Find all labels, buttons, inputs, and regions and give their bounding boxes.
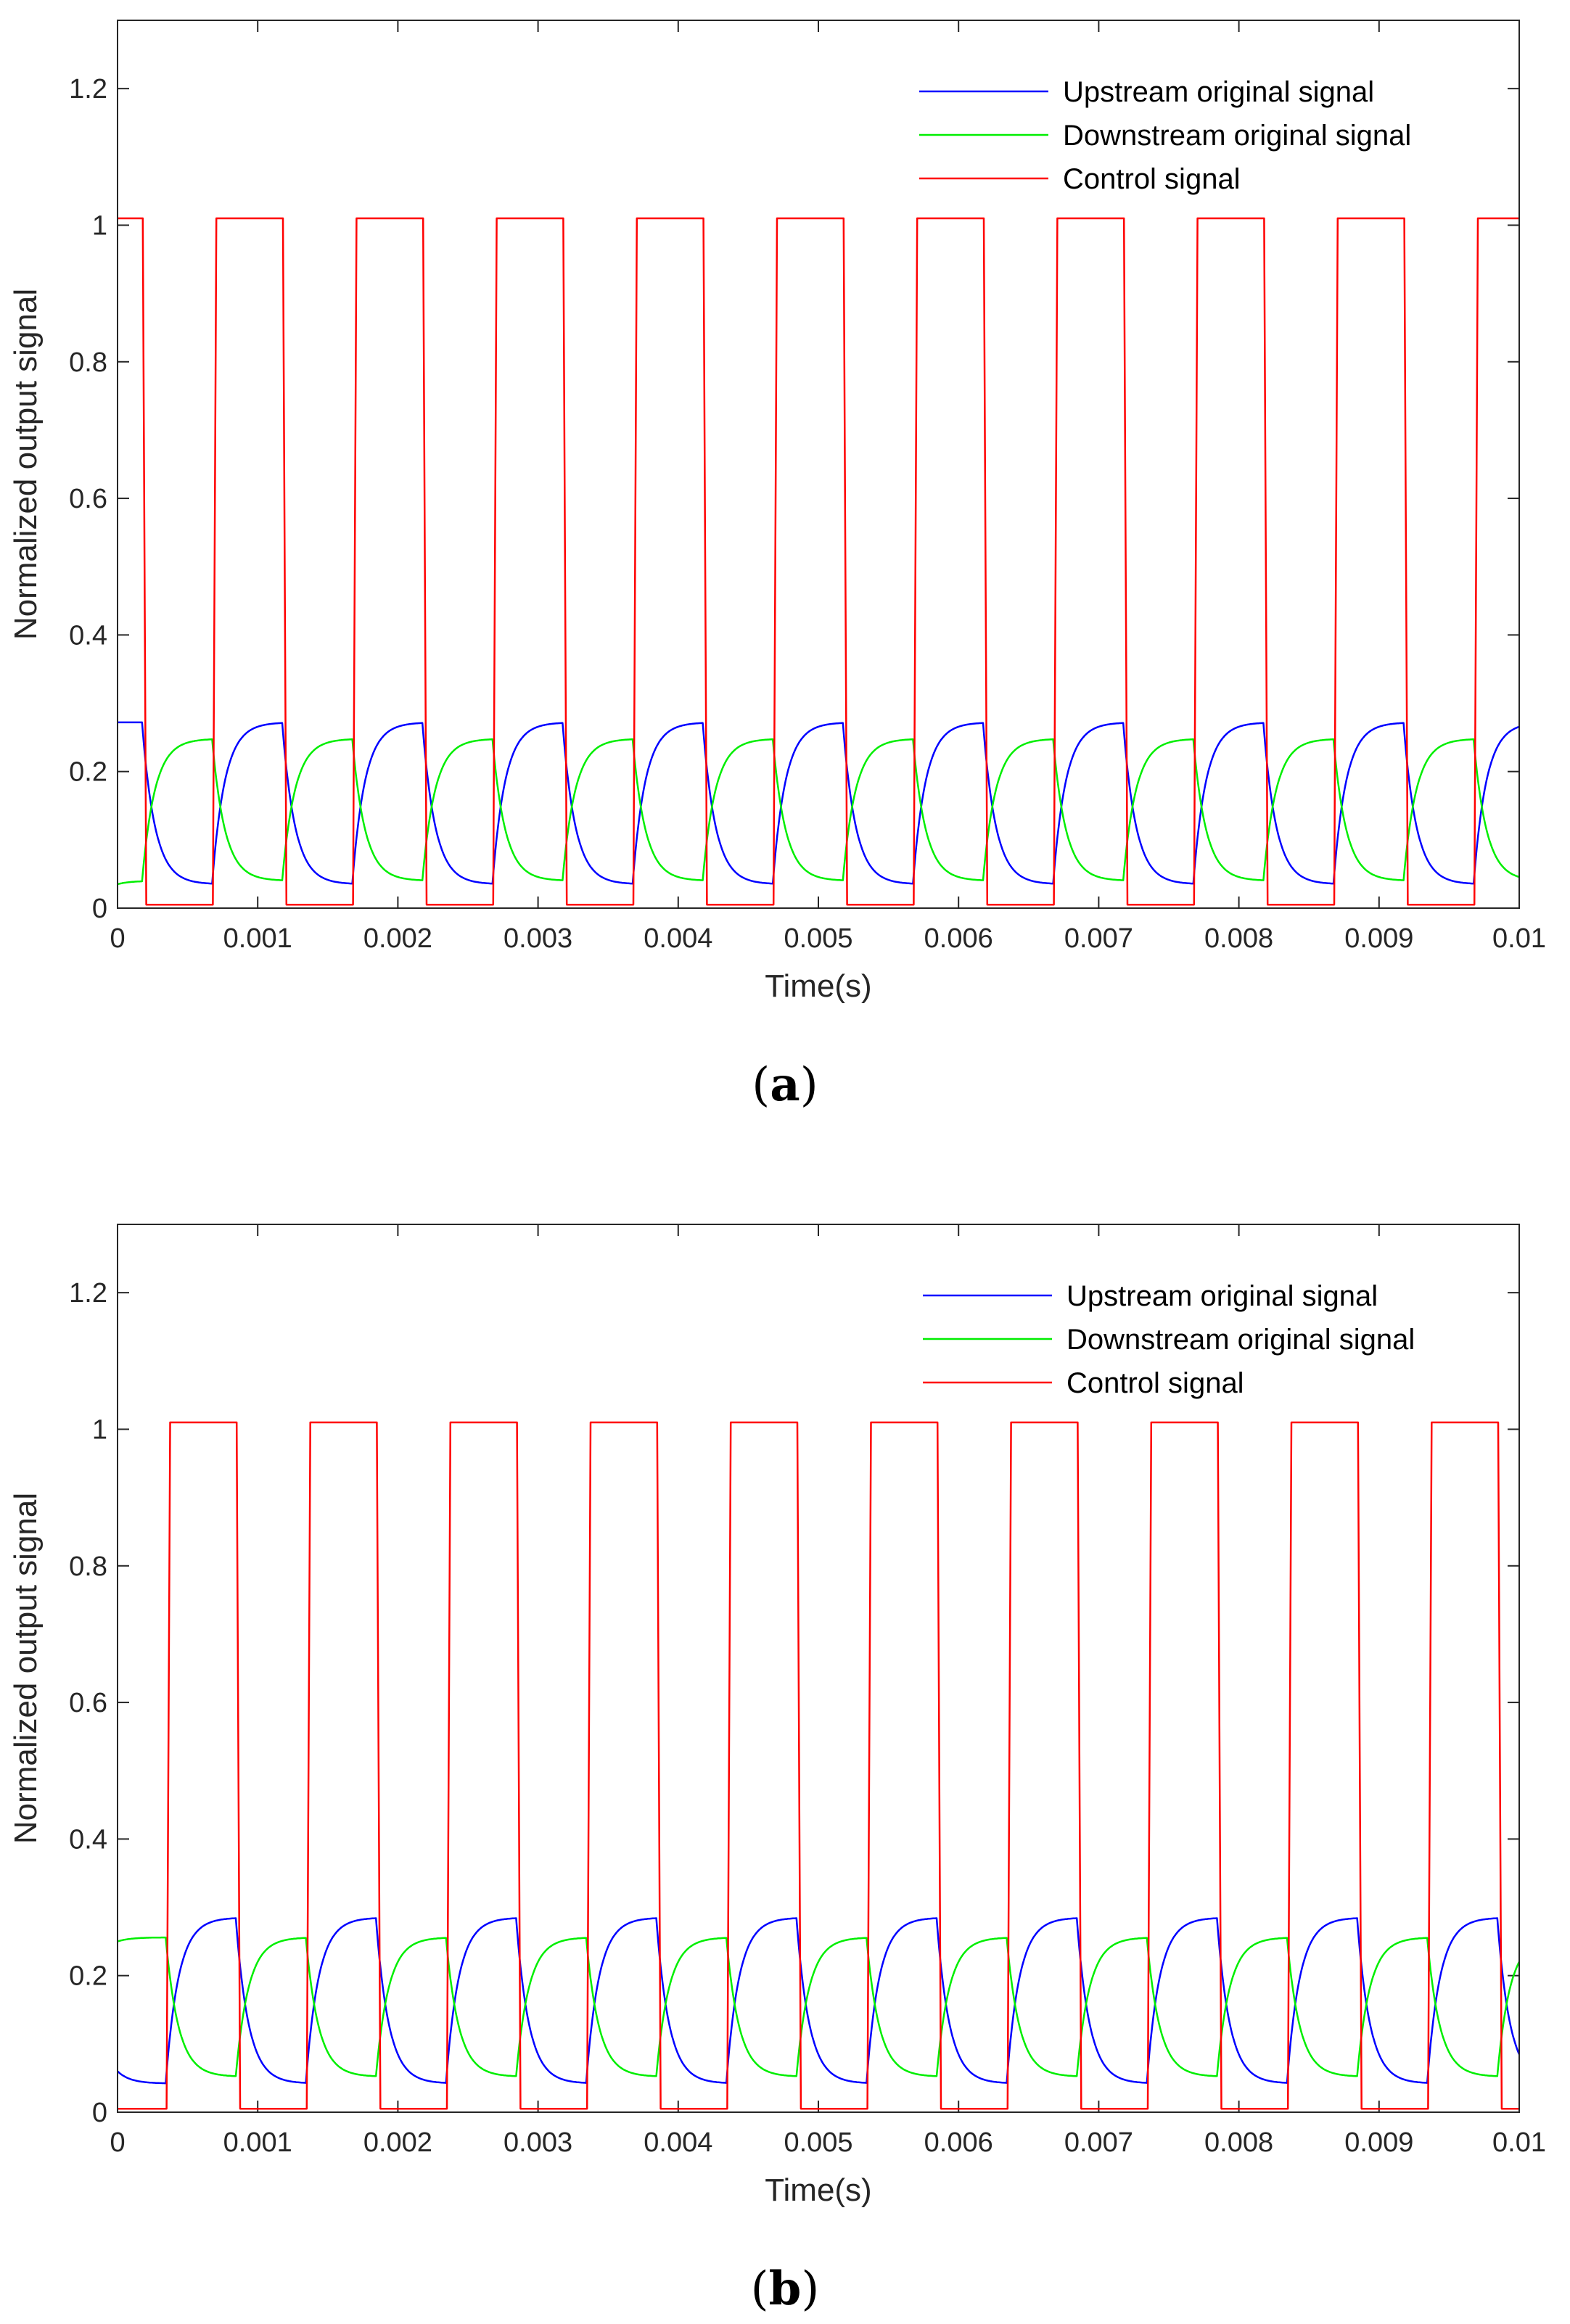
x-tick-label: 0.003 [504, 2127, 572, 2158]
x-axis-label: Time(s) [765, 2172, 871, 2208]
series-layer [117, 217, 1520, 906]
y-tick-label: 0 [92, 2098, 107, 2128]
series-line-control-signal [118, 217, 1519, 906]
x-tick-label: 0.009 [1344, 923, 1413, 954]
x-tick-label: 0.004 [644, 923, 712, 954]
x-tick-label: 0.008 [1204, 923, 1273, 954]
y-tick-label: 0.6 [69, 1688, 107, 1718]
x-tick-label: 0.007 [1064, 2127, 1133, 2158]
legend-label-downstream: Downstream original signal [1066, 1324, 1415, 1356]
plot-area [117, 1224, 1520, 2113]
y-tick-label: 0.4 [69, 1824, 107, 1855]
chart-panel-b: 00.20.40.60.811.2 0 0.001 0.002 0.003 0.004 0… [8, 1224, 1546, 2208]
x-tick-label: 0.004 [644, 2127, 712, 2158]
panel-label-a: (a) [752, 1058, 818, 1112]
x-tick-label: 0.006 [924, 2127, 993, 2158]
y-axis: 0 0.2 0.4 0.6 0.8 1 1.2 [69, 74, 1519, 924]
legend-label-control: Control signal [1066, 1367, 1244, 1399]
y-tick-label: 1.2 [69, 74, 107, 104]
y-tick-label: 0.2 [69, 757, 107, 788]
x-tick-label: 0.005 [784, 923, 852, 954]
x-tick-label: 0.005 [784, 2127, 852, 2158]
plot-area [117, 20, 1520, 909]
x-tick-label: 0.003 [504, 923, 572, 954]
x-tick-label: 0.01 [1492, 2127, 1546, 2158]
series-line-control-signal [118, 1421, 1519, 2110]
y-tick-label: 1 [92, 1414, 107, 1445]
x-tick-label: 0.001 [223, 923, 292, 954]
series-line-upstream-original-signal [117, 721, 1520, 885]
x-tick-label: 0.001 [223, 2127, 292, 2158]
y-tick-label: 0.2 [69, 1961, 107, 1992]
series-line-downstream-original-signal [117, 1936, 1521, 2077]
plot-frame [117, 20, 1520, 909]
y-tick-label: 0.8 [69, 347, 107, 378]
legend-label-downstream: Downstream original signal [1063, 120, 1411, 152]
x-tick-label: 0.01 [1492, 923, 1546, 954]
legend: Upstream original signal Downstream orig… [923, 1280, 1415, 1399]
legend-label-upstream: Upstream original signal [1063, 76, 1374, 108]
y-tick-label: 0.6 [69, 484, 107, 514]
x-axis-label: Time(s) [765, 968, 871, 1004]
x-axis: 0 0.001 0.002 0.003 0.004 0.005 0.006 0.007 0.00… [110, 20, 1546, 954]
y-tick-label: 1 [92, 210, 107, 241]
y-axis-label: Normalized output signal [8, 1493, 44, 1844]
series-layer [117, 1421, 1521, 2110]
panel-label-b: (b) [751, 2262, 820, 2316]
y-tick-label: 1.2 [69, 1278, 107, 1309]
legend: Upstream original signal Downstream orig… [919, 76, 1411, 195]
series-line-upstream-original-signal [117, 1917, 1521, 2085]
legend-label-control: Control signal [1063, 163, 1241, 195]
series-line-downstream-original-signal [117, 738, 1520, 886]
x-tick-label: 0.002 [363, 923, 432, 954]
chart-panel-a: 00.20.40.60.811.2 0 0.001 0.002 0.003 0.004 0… [8, 20, 1546, 1004]
x-tick-label: 0.002 [363, 2127, 432, 2158]
x-tick-label: 0.009 [1344, 2127, 1413, 2158]
y-axis: 0 0.2 0.4 0.6 0.8 1 1.2 [69, 1278, 1519, 2128]
y-tick-label: 0.8 [69, 1552, 107, 1582]
y-axis-label: Normalized output signal [8, 289, 44, 640]
y-tick-label: 0.4 [69, 620, 107, 651]
legend-label-upstream: Upstream original signal [1066, 1280, 1378, 1312]
x-tick-label: 0 [110, 923, 125, 954]
x-tick-label: 0 [110, 2127, 125, 2158]
plot-frame [117, 1224, 1520, 2113]
x-tick-label: 0.008 [1204, 2127, 1273, 2158]
x-tick-label: 0.007 [1064, 923, 1133, 954]
x-tick-label: 0.006 [924, 923, 993, 954]
y-tick-label: 0 [92, 894, 107, 924]
